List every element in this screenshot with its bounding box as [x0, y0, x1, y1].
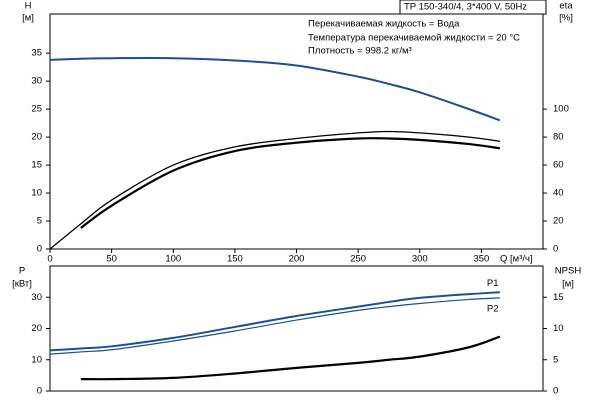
y-tick-label: 30 — [31, 292, 42, 303]
series-line — [80, 137, 501, 229]
x-tick-label: 100 — [165, 254, 181, 265]
y2-tick-label: 60 — [553, 160, 564, 171]
y2-tick-label: 15 — [553, 292, 564, 303]
chart-title: TP 150-340/4, 3*400 V, 50Hz — [404, 2, 527, 13]
annotation: Температура перекачиваемой жидкости = 20… — [308, 33, 520, 44]
x-tick-label: 50 — [106, 254, 117, 265]
y-axis-unit: [кВт] — [12, 279, 32, 290]
y2-tick-label: 100 — [553, 104, 569, 115]
x-tick-label: 0 — [47, 254, 52, 265]
y2-axis-label: eta — [559, 1, 573, 12]
annotation: Перекачиваемая жидкость = Вода — [308, 19, 460, 30]
y-axis-unit: [м] — [22, 13, 34, 24]
y2-axis-unit: [%] — [559, 13, 573, 24]
y-tick-label: 15 — [31, 160, 42, 171]
y-axis-label: H — [25, 1, 32, 12]
plot-frame — [49, 13, 544, 250]
y2-axis-label: NPSH — [555, 266, 582, 277]
series-line — [49, 291, 500, 352]
x-tick-label: 300 — [412, 254, 428, 265]
series-line — [49, 57, 501, 122]
y-tick-label: 35 — [31, 48, 42, 59]
x-tick-label: 150 — [227, 254, 243, 265]
plot-frame — [49, 265, 544, 392]
y-tick-label: 20 — [31, 132, 42, 143]
y-tick-label: 0 — [37, 244, 42, 255]
y-tick-label: 30 — [31, 76, 42, 87]
series-line — [80, 335, 501, 381]
series-line — [49, 297, 500, 355]
y2-tick-label: 5 — [553, 354, 558, 365]
x-tick-label: 250 — [350, 254, 366, 265]
y-tick-label: 10 — [31, 188, 42, 199]
series-label: P2 — [487, 303, 499, 314]
y-tick-label: 5 — [37, 216, 42, 227]
y-tick-label: 20 — [31, 323, 42, 334]
annotation: Плотность = 998.2 кг/м³ — [308, 46, 412, 57]
y2-tick-label: 40 — [553, 188, 564, 199]
y2-axis-unit: [м] — [562, 279, 574, 290]
y2-tick-label: 80 — [553, 132, 564, 143]
x-tick-label: 350 — [473, 254, 489, 265]
y-tick-label: 0 — [37, 386, 42, 397]
x-tick-label: 200 — [289, 254, 305, 265]
y-tick-label: 10 — [31, 354, 42, 365]
y-tick-label: 25 — [31, 104, 42, 115]
y-axis-label: P — [19, 266, 25, 277]
y2-tick-label: 0 — [553, 244, 558, 255]
title-box — [399, 0, 547, 15]
y2-tick-label: 10 — [553, 323, 564, 334]
x-axis-label: Q [м³/ч] — [500, 254, 533, 265]
y2-tick-label: 20 — [553, 216, 564, 227]
y2-tick-label: 0 — [553, 386, 558, 397]
series-line — [49, 130, 500, 250]
series-label: P1 — [487, 278, 499, 289]
